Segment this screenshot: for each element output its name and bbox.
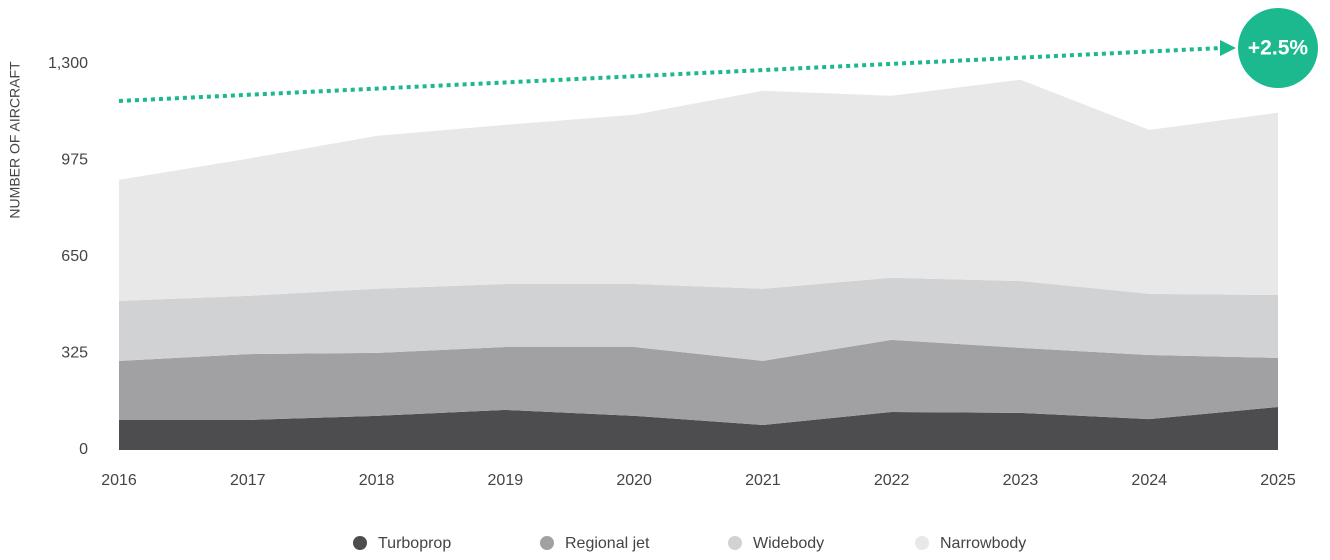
legend-label: Narrowbody (940, 535, 1026, 552)
trend-arrow (1220, 40, 1236, 56)
y-tick-label: 325 (61, 345, 88, 362)
x-tick-label: 2024 (1131, 472, 1167, 489)
x-tick-label: 2025 (1260, 472, 1296, 489)
legend-swatch (915, 536, 929, 550)
y-axis-label: NUMBER OF AIRCRAFT (7, 61, 23, 219)
trend-line (118, 46, 1223, 103)
y-tick-label: 650 (61, 248, 88, 265)
areas (119, 79, 1278, 450)
x-tick-label: 2018 (359, 472, 395, 489)
legend-label: Regional jet (565, 535, 650, 552)
x-tick-label: 2023 (1003, 472, 1039, 489)
area (119, 277, 1278, 361)
legend-label: Widebody (753, 535, 824, 552)
annotation-text: +2.5% (1248, 37, 1308, 60)
legend-swatch (540, 536, 554, 550)
x-tick-label: 2022 (874, 472, 910, 489)
x-tick-label: 2019 (488, 472, 524, 489)
x-tick-label: 2021 (745, 472, 781, 489)
annotation-badge (1238, 8, 1318, 88)
area (119, 406, 1278, 450)
y-tick-label: 0 (79, 441, 88, 458)
x-tick-label: 2017 (230, 472, 266, 489)
y-tick-label: 975 (61, 152, 88, 169)
x-tick-label: 2016 (101, 472, 137, 489)
y-tick-label: 1,300 (48, 55, 88, 72)
area (119, 339, 1278, 426)
legend-swatch (728, 536, 742, 550)
legend-swatch (353, 536, 367, 550)
area (119, 79, 1278, 301)
legend-label: Turboprop (378, 535, 451, 552)
x-tick-label: 2020 (616, 472, 652, 489)
